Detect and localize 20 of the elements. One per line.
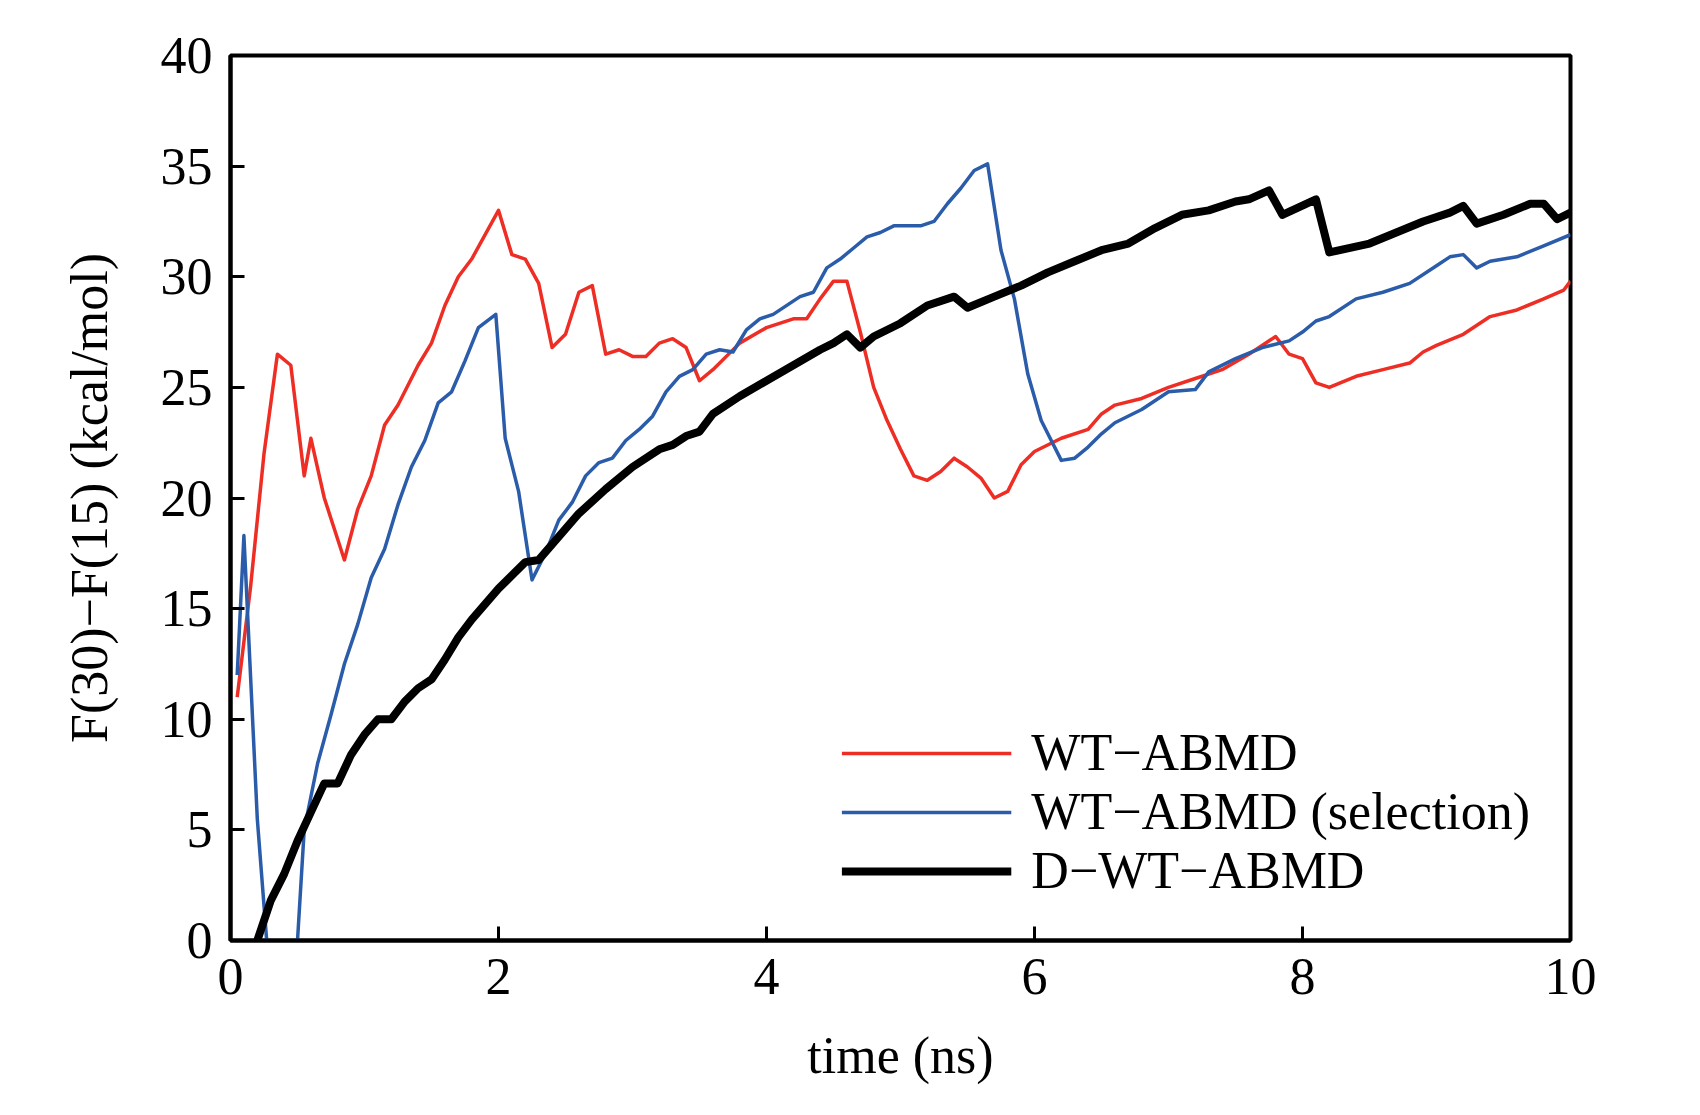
line-series [235, 208, 1571, 699]
x-tick-label: 6 [1021, 947, 1048, 1005]
y-tick-label: 5 [186, 801, 213, 859]
y-tick-label: 35 [160, 137, 213, 195]
y-tick-label: 20 [160, 469, 213, 527]
y-tick-label: 30 [160, 248, 213, 306]
y-tick-label: 15 [160, 580, 213, 638]
legend-label: WT−ABMD [1031, 723, 1298, 782]
y-axis-title: F(30)−F(15) (kcal/mol) [60, 252, 119, 744]
x-tick-label: 8 [1289, 947, 1316, 1005]
x-tick-label: 4 [753, 947, 780, 1005]
x-tick-label: 2 [485, 947, 512, 1005]
legend-label: D−WT−ABMD [1031, 841, 1365, 900]
legend-label: WT−ABMD (selection) [1031, 782, 1530, 841]
x-axis-title: time (ns) [807, 1026, 994, 1085]
y-tick-label: 25 [160, 358, 213, 416]
y-tick-label: 40 [160, 27, 213, 84]
y-tick-label: 10 [160, 690, 213, 748]
y-tick-label: 0 [186, 912, 213, 969]
x-tick-label: 10 [1544, 947, 1597, 1005]
